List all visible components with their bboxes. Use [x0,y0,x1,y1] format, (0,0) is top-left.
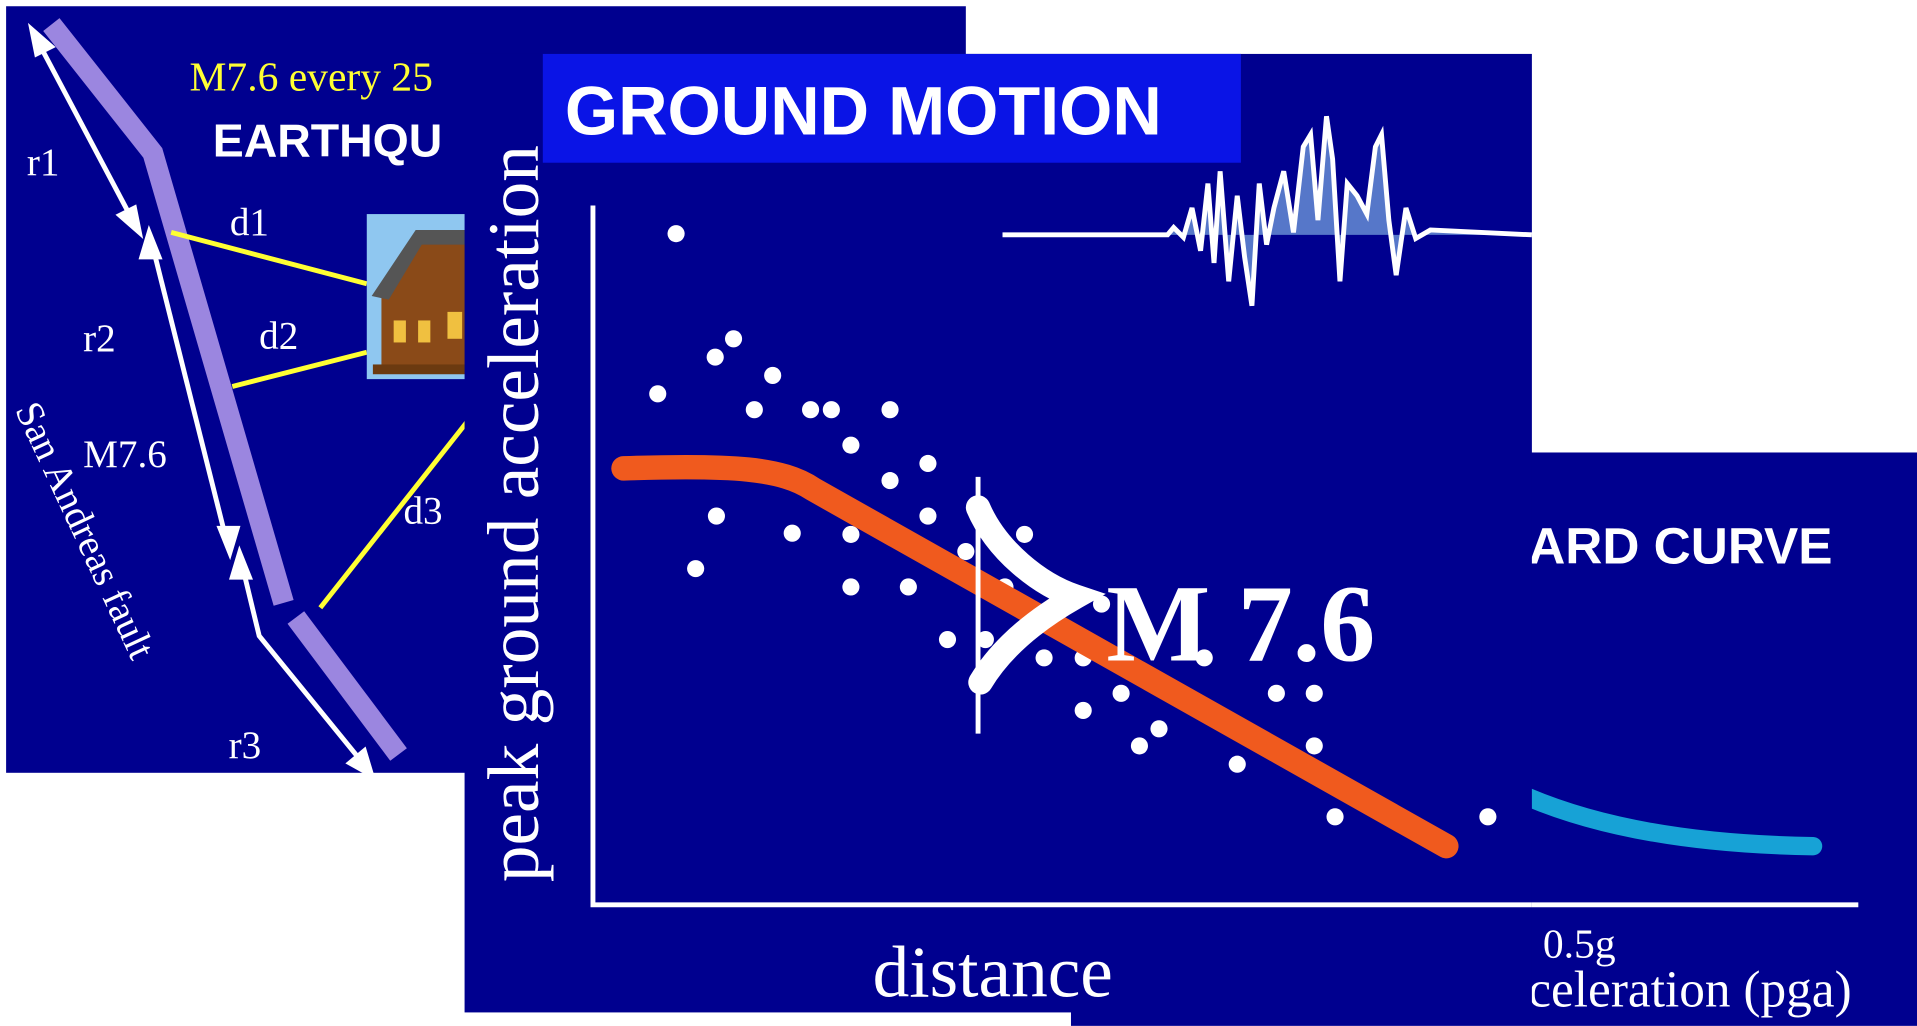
slide-title: EARTHQU [213,115,443,167]
distribution-curve [965,495,1106,695]
label-r2: r2 [83,317,116,360]
slide-title: GROUND MOTION [565,73,1162,150]
axes [590,205,1532,908]
annotation: M 7.6 [1106,562,1375,684]
label-magnitude: M7.6 [83,433,167,476]
attenuation-curve [611,454,1459,859]
fault-line [43,18,407,761]
x-axis-label: distance [873,932,1113,1013]
title-box [542,53,1241,163]
label-r1: r1 [27,141,60,184]
y-axis-label: peak ground acceleration [473,145,554,882]
x-axis-label: celeration (pga) [1528,961,1851,1018]
slide-subtitle: M7.6 every 25 [189,54,432,100]
house-icon [366,214,468,380]
slide-title: ARD CURVE [1528,518,1832,575]
label-d2: d2 [259,315,298,358]
center-slide: GROUND MOTION M 7.6 peak ground accelera… [464,53,1533,1013]
hazard-curve [1519,788,1823,856]
scatter-points [649,225,1497,826]
label-d1: d1 [230,201,269,244]
rupture-arrows [27,22,376,781]
distance-lines [170,230,469,610]
x-tick-label: 0.5g [1543,920,1616,966]
seismogram [1002,115,1533,307]
label-r3: r3 [229,724,262,767]
label-d3: d3 [403,489,442,532]
